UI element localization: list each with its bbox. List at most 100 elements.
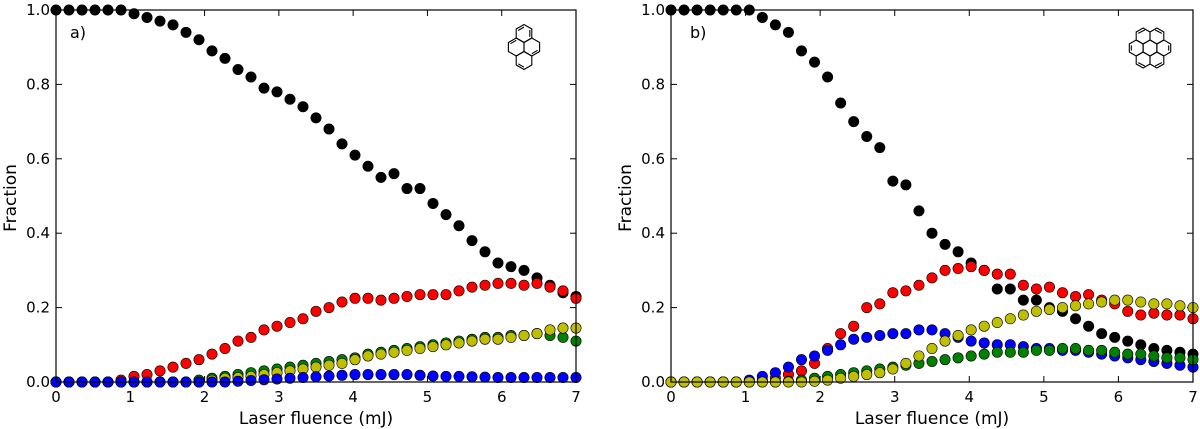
point-a-black-19 — [297, 101, 309, 113]
point-a-black-17 — [271, 86, 283, 98]
point-a-red-15 — [245, 331, 257, 343]
points-a — [50, 4, 582, 388]
point-b-yellow-31 — [1070, 300, 1082, 312]
xlabel-b: Laser fluence (mJ) — [855, 409, 1009, 429]
point-a-black-8 — [154, 15, 166, 27]
point-a-green-39 — [557, 331, 569, 343]
point-b-red-26 — [1004, 268, 1016, 280]
panel-b: Fraction Laser fluence (mJ) 0 1 2 3 4 5 6 70.00… — [616, 1, 1199, 429]
point-b-black-22 — [952, 246, 964, 258]
point-a-black-20 — [310, 112, 322, 124]
point-b-yellow-24 — [978, 320, 990, 332]
point-b-yellow-18 — [900, 357, 912, 369]
point-a-black-34 — [492, 257, 504, 269]
point-b-green-28 — [1030, 344, 1042, 356]
point-a-red-8 — [154, 365, 166, 377]
point-b-black-31 — [1070, 313, 1082, 325]
point-a-blue-33 — [479, 371, 491, 383]
point-b-black-25 — [991, 283, 1003, 295]
point-a-blue-28 — [414, 369, 426, 381]
xtick-label-a-0: 0 — [51, 388, 61, 406]
point-b-yellow-25 — [991, 316, 1003, 328]
point-a-black-28 — [414, 183, 426, 195]
point-b-black-13 — [835, 97, 847, 109]
point-a-red-34 — [492, 277, 504, 289]
xtick-label-a-3: 3 — [274, 388, 284, 406]
point-b-yellow-30 — [1057, 302, 1069, 314]
point-a-red-14 — [232, 335, 244, 347]
point-b-red-22 — [952, 263, 964, 275]
point-a-black-15 — [245, 71, 257, 83]
point-b-red-20 — [926, 272, 938, 284]
point-b-green-37 — [1148, 350, 1160, 362]
point-b-black-27 — [1017, 294, 1029, 306]
point-b-green-39 — [1174, 352, 1186, 364]
ytick-label-b-4: 0.8 — [641, 75, 665, 93]
ytick-label-b-5: 1.0 — [641, 1, 665, 19]
point-a-black-10 — [180, 26, 192, 38]
point-b-blue-13 — [835, 339, 847, 351]
point-a-black-21 — [323, 123, 335, 135]
point-b-yellow-16 — [874, 367, 886, 379]
point-b-blue-10 — [795, 354, 807, 366]
point-a-yellow-23 — [349, 354, 361, 366]
ytick-label-a-5: 1.0 — [26, 1, 50, 19]
point-b-black-21 — [939, 238, 951, 250]
point-a-red-11 — [193, 354, 205, 366]
point-a-red-38 — [544, 281, 556, 293]
point-a-black-27 — [401, 183, 413, 195]
point-b-yellow-27 — [1017, 309, 1029, 321]
point-b-red-14 — [848, 320, 860, 332]
point-b-red-23 — [965, 261, 977, 273]
point-b-red-29 — [1043, 281, 1055, 293]
point-b-blue-24 — [978, 337, 990, 349]
point-b-red-35 — [1122, 305, 1134, 317]
point-a-red-13 — [219, 343, 231, 355]
point-a-blue-17 — [271, 373, 283, 385]
point-a-red-12 — [206, 348, 218, 360]
xtick-label-a-1: 1 — [126, 388, 136, 406]
point-b-black-7 — [756, 11, 768, 23]
point-a-black-14 — [232, 64, 244, 76]
point-b-yellow-36 — [1135, 296, 1147, 308]
point-a-black-22 — [336, 138, 348, 150]
xtick-label-a-2: 2 — [200, 388, 210, 406]
point-a-red-9 — [167, 361, 179, 373]
point-a-black-32 — [466, 235, 478, 247]
point-b-black-28 — [1030, 294, 1042, 306]
point-a-red-10 — [180, 357, 192, 369]
point-a-blue-29 — [427, 370, 439, 382]
point-a-blue-27 — [401, 369, 413, 381]
point-a-black-29 — [427, 197, 439, 209]
point-a-yellow-26 — [388, 346, 400, 358]
point-a-red-37 — [531, 277, 543, 289]
point-a-black-13 — [219, 52, 231, 64]
point-b-black-26 — [1004, 283, 1016, 295]
point-a-yellow-21 — [323, 359, 335, 371]
panel-label-a: a) — [70, 23, 86, 42]
point-a-yellow-38 — [544, 324, 556, 336]
plot-frame-a — [55, 9, 577, 383]
point-a-black-7 — [141, 11, 153, 23]
point-a-black-31 — [453, 220, 465, 232]
point-b-yellow-32 — [1083, 298, 1095, 310]
point-a-black-25 — [375, 171, 387, 183]
point-a-blue-30 — [440, 370, 452, 382]
point-b-black-17 — [887, 175, 899, 187]
point-b-yellow-37 — [1148, 298, 1160, 310]
point-b-blue-12 — [822, 344, 834, 356]
panel-label-b: b) — [690, 23, 706, 42]
point-b-green-26 — [1004, 346, 1016, 358]
point-b-red-19 — [913, 279, 925, 291]
point-a-red-26 — [388, 292, 400, 304]
ytick-label-a-2: 0.4 — [26, 224, 50, 242]
point-a-blue-23 — [349, 369, 361, 381]
point-b-red-21 — [939, 264, 951, 276]
xtick-label-a-6: 6 — [497, 388, 507, 406]
point-b-red-15 — [861, 302, 873, 314]
point-a-yellow-36 — [518, 329, 530, 341]
ytick-label-a-3: 0.6 — [26, 150, 50, 168]
point-b-black-20 — [926, 227, 938, 239]
point-b-yellow-22 — [952, 329, 964, 341]
ytick-label-a-4: 0.8 — [26, 75, 50, 93]
